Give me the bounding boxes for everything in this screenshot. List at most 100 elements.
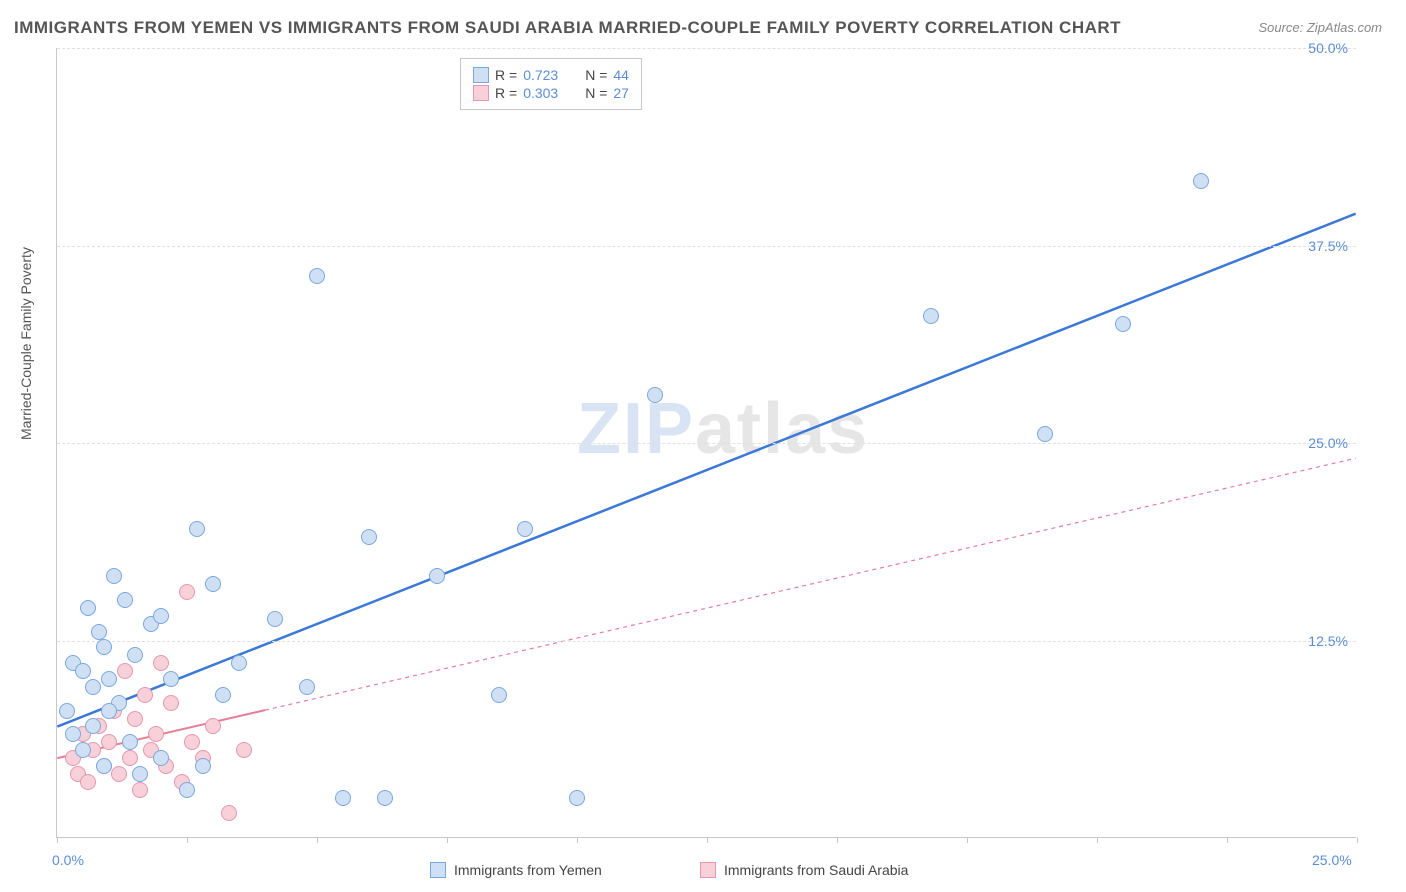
scatter-point-yemen — [122, 734, 138, 750]
scatter-point-yemen — [85, 679, 101, 695]
regression-line-yemen — [57, 214, 1355, 727]
scatter-point-yemen — [189, 521, 205, 537]
x-tick-mark — [1227, 837, 1228, 843]
legend-swatch — [473, 85, 489, 101]
watermark: ZIPatlas — [577, 388, 869, 470]
y-tick-label: 50.0% — [1308, 40, 1348, 56]
regression-line-saudi-dashed — [265, 458, 1356, 710]
scatter-point-saudi — [132, 782, 148, 798]
scatter-point-yemen — [923, 308, 939, 324]
x-tick-mark — [967, 837, 968, 843]
scatter-point-yemen — [205, 576, 221, 592]
r-value: 0.303 — [523, 85, 571, 101]
scatter-point-yemen — [1115, 316, 1131, 332]
scatter-point-yemen — [101, 703, 117, 719]
legend-swatch — [430, 862, 446, 878]
scatter-point-saudi — [122, 750, 138, 766]
scatter-point-saudi — [221, 805, 237, 821]
scatter-point-yemen — [215, 687, 231, 703]
y-tick-label: 25.0% — [1308, 435, 1348, 451]
scatter-point-yemen — [96, 758, 112, 774]
gridline-h — [57, 641, 1356, 642]
legend-statistics-box: R = 0.723 N = 44 R = 0.303 N = 27 — [460, 58, 642, 110]
scatter-point-yemen — [153, 608, 169, 624]
legend-stats-row: R = 0.303 N = 27 — [473, 85, 629, 101]
x-tick-mark — [577, 837, 578, 843]
x-tick-mark — [317, 837, 318, 843]
gridline-h — [57, 246, 1356, 247]
scatter-point-yemen — [96, 639, 112, 655]
x-tick-label-max: 25.0% — [1312, 852, 1352, 868]
n-value: 27 — [613, 85, 629, 101]
scatter-point-yemen — [132, 766, 148, 782]
scatter-point-yemen — [569, 790, 585, 806]
legend-bottom-item: Immigrants from Saudi Arabia — [700, 862, 908, 878]
scatter-point-saudi — [127, 711, 143, 727]
x-tick-mark — [1357, 837, 1358, 843]
scatter-point-yemen — [75, 742, 91, 758]
legend-stats-row: R = 0.723 N = 44 — [473, 67, 629, 83]
scatter-point-yemen — [231, 655, 247, 671]
scatter-point-yemen — [80, 600, 96, 616]
scatter-point-saudi — [80, 774, 96, 790]
scatter-point-saudi — [184, 734, 200, 750]
scatter-point-saudi — [117, 663, 133, 679]
scatter-point-yemen — [1037, 426, 1053, 442]
x-tick-mark — [447, 837, 448, 843]
scatter-point-yemen — [377, 790, 393, 806]
scatter-point-yemen — [127, 647, 143, 663]
scatter-point-yemen — [179, 782, 195, 798]
gridline-h — [57, 443, 1356, 444]
legend-bottom-item: Immigrants from Yemen — [430, 862, 602, 878]
x-tick-mark — [1097, 837, 1098, 843]
scatter-point-yemen — [267, 611, 283, 627]
legend-swatch — [700, 862, 716, 878]
chart-title: IMMIGRANTS FROM YEMEN VS IMMIGRANTS FROM… — [14, 18, 1121, 38]
x-tick-label-min: 0.0% — [52, 852, 84, 868]
y-axis-label: Married-Couple Family Poverty — [18, 247, 34, 440]
x-tick-mark — [57, 837, 58, 843]
scatter-point-saudi — [137, 687, 153, 703]
scatter-point-yemen — [106, 568, 122, 584]
scatter-point-yemen — [91, 624, 107, 640]
x-tick-mark — [837, 837, 838, 843]
x-tick-mark — [187, 837, 188, 843]
scatter-point-yemen — [101, 671, 117, 687]
gridline-h — [57, 48, 1356, 49]
source-attribution: Source: ZipAtlas.com — [1258, 20, 1382, 35]
r-value: 0.723 — [523, 67, 571, 83]
scatter-point-yemen — [65, 726, 81, 742]
scatter-point-saudi — [153, 655, 169, 671]
scatter-point-yemen — [361, 529, 377, 545]
scatter-point-yemen — [195, 758, 211, 774]
scatter-point-saudi — [205, 718, 221, 734]
scatter-point-saudi — [163, 695, 179, 711]
n-label: N = — [585, 67, 607, 83]
n-value: 44 — [613, 67, 629, 83]
legend-series-label: Immigrants from Saudi Arabia — [724, 862, 908, 878]
scatter-point-yemen — [1193, 173, 1209, 189]
x-tick-mark — [707, 837, 708, 843]
r-label: R = — [495, 67, 517, 83]
scatter-point-saudi — [148, 726, 164, 742]
scatter-point-saudi — [236, 742, 252, 758]
scatter-point-saudi — [101, 734, 117, 750]
scatter-point-yemen — [491, 687, 507, 703]
legend-swatch — [473, 67, 489, 83]
n-label: N = — [585, 85, 607, 101]
scatter-point-yemen — [85, 718, 101, 734]
scatter-point-yemen — [335, 790, 351, 806]
scatter-point-yemen — [309, 268, 325, 284]
scatter-point-yemen — [517, 521, 533, 537]
y-tick-label: 37.5% — [1308, 238, 1348, 254]
scatter-point-yemen — [117, 592, 133, 608]
scatter-plot-area: ZIPatlas — [56, 48, 1356, 838]
scatter-point-yemen — [153, 750, 169, 766]
scatter-point-yemen — [59, 703, 75, 719]
scatter-point-yemen — [429, 568, 445, 584]
r-label: R = — [495, 85, 517, 101]
scatter-point-saudi — [111, 766, 127, 782]
scatter-point-yemen — [75, 663, 91, 679]
scatter-point-yemen — [647, 387, 663, 403]
y-tick-label: 12.5% — [1308, 633, 1348, 649]
